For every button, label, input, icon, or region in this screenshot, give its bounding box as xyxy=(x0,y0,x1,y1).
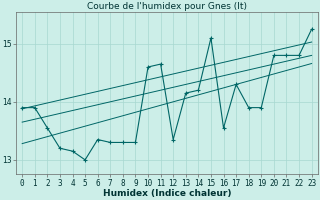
X-axis label: Humidex (Indice chaleur): Humidex (Indice chaleur) xyxy=(103,189,231,198)
Title: Courbe de l'humidex pour Gnes (It): Courbe de l'humidex pour Gnes (It) xyxy=(87,2,247,11)
